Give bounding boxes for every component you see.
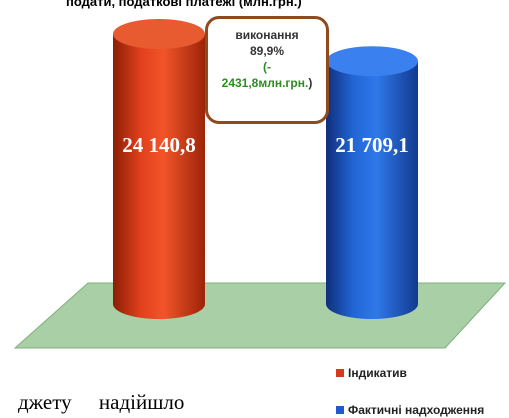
legend-label-indicative: Індикатив	[348, 366, 407, 380]
bar-indicative	[113, 34, 205, 319]
callout-line1: виконання	[235, 28, 299, 42]
bar-actual-top	[326, 46, 418, 77]
legend-label-actual: Фактичні надходження	[348, 403, 485, 417]
bar-indicative-top	[113, 19, 205, 49]
execution-callout: виконання 89,9% (- 2431,8млн.грн.)	[205, 16, 329, 124]
callout-paren: )	[308, 76, 313, 90]
data-label-0: 24 140,8	[122, 133, 196, 157]
body-text-fragment: джету надійшло	[18, 390, 185, 414]
legend-item-actual: Фактичні надходження	[336, 403, 484, 417]
callout-amount: 2431,8млн.грн.	[221, 76, 309, 90]
chart-floor	[13, 282, 507, 349]
callout-line3: (-	[263, 60, 271, 74]
callout-line2: 89,9%	[249, 44, 285, 58]
chart-title-fragment: подати, податкові платежі (млн.грн.)	[66, 0, 302, 9]
data-label-1: 21 709,1	[335, 133, 409, 157]
legend-item-indicative: Індикатив	[336, 366, 407, 380]
callout-line4: 2431,8млн.грн.)	[208, 75, 326, 91]
legend-swatch-red	[336, 369, 344, 377]
bar-actual	[326, 61, 418, 319]
legend-swatch-blue	[336, 406, 344, 414]
